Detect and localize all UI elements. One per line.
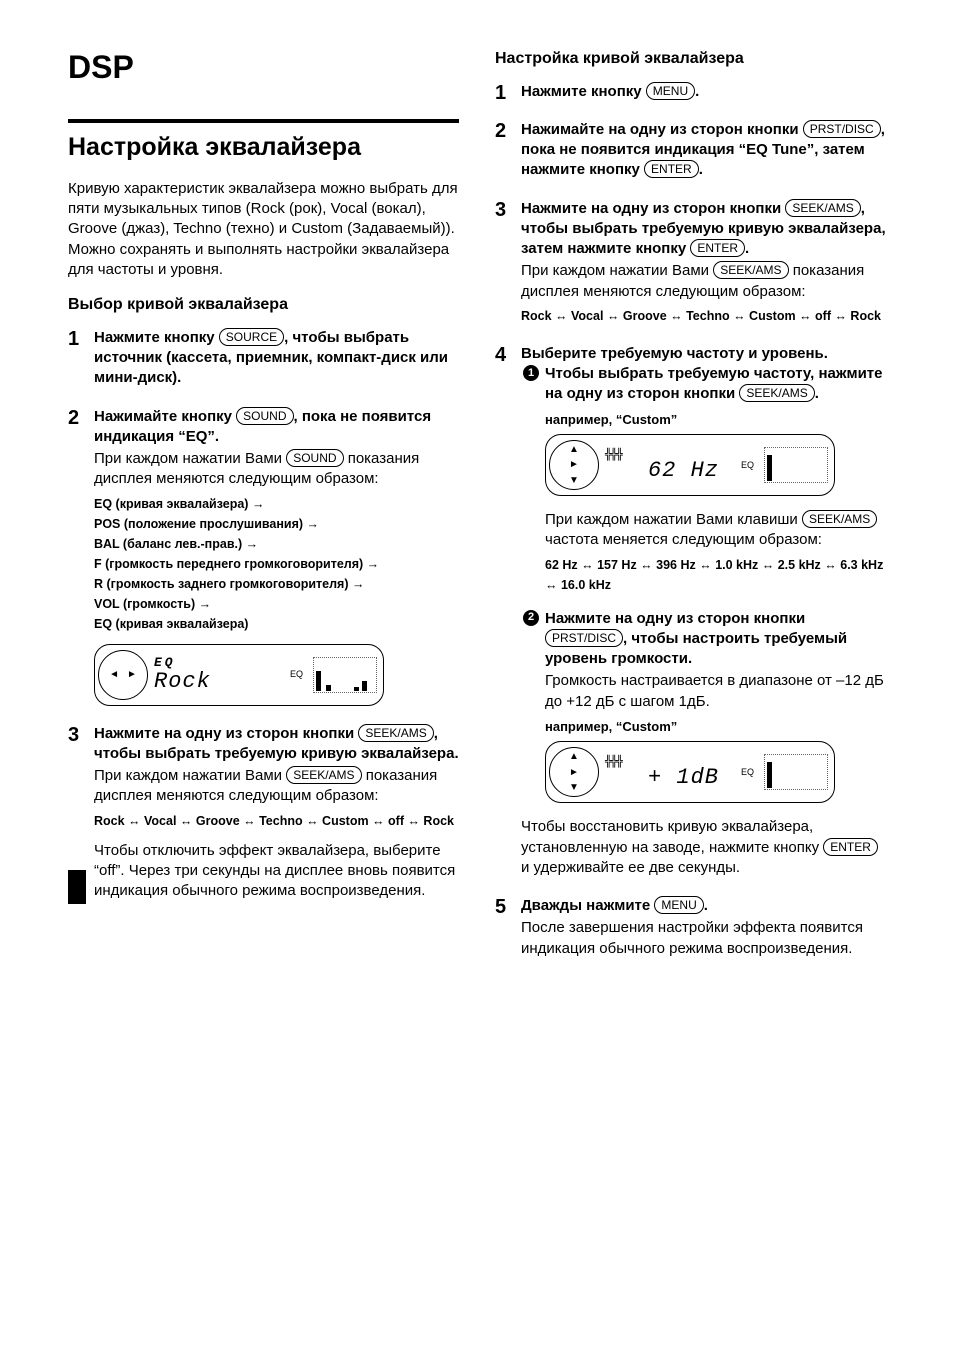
heading-dsp: DSP xyxy=(68,46,459,89)
substep-2: 2 Нажмите на одну из сторон кнопки PRST/… xyxy=(523,609,886,804)
sub2-a: Нажмите на одну из сторон кнопки xyxy=(545,610,805,627)
eq-bars-icon-3 xyxy=(764,754,828,790)
dial-lr-icon: ◄► xyxy=(98,650,148,700)
eq-label-3: EQ xyxy=(741,766,754,778)
rstep-2: Нажимайте на одну из сторон кнопки PRST/… xyxy=(495,120,886,181)
source-button: SOURCE xyxy=(219,328,284,346)
lcd-display-1db: ▲►▼ ╬╬╬ + 1dB EQ xyxy=(545,741,835,803)
seek-ams-button-inline: SEEK/AMS xyxy=(286,766,361,784)
rstep5-body: После завершения настройки эффекта появи… xyxy=(521,918,886,959)
lcd-display-62hz: ▲►▼ ╬╬╬ 62 Hz EQ xyxy=(545,434,835,496)
rstep5-a: Дважды нажмите xyxy=(521,897,654,914)
rstep1-b: . xyxy=(695,83,699,100)
step2-sequence: EQ (кривая эквалайзера) → POS (положение… xyxy=(94,494,459,634)
heading-eq: Настройка эквалайзера xyxy=(68,131,459,165)
rstep-3: Нажмите на одну из сторон кнопки SEEK/AM… xyxy=(495,199,886,326)
rstep4-note-a: Чтобы восстановить кривую эквалайзера, у… xyxy=(521,818,823,855)
dial-ud-icon-2: ▲►▼ xyxy=(549,747,599,797)
eq-label-2: EQ xyxy=(741,459,754,471)
step2-body-a: При каждом нажатии Вами xyxy=(94,450,286,467)
rstep3-c: . xyxy=(745,240,749,257)
step-1: Нажмите кнопку SOURCE, чтобы выбрать ист… xyxy=(68,328,459,389)
prst-disc-button-sub2: PRST/DISC xyxy=(545,629,623,647)
sub1-a: Чтобы выбрать требуемую частоту, нажмите… xyxy=(545,365,883,402)
step-2: Нажимайте кнопку SOUND, пока не появится… xyxy=(68,407,459,706)
prst-disc-button: PRST/DISC xyxy=(803,120,881,138)
step1-text-a: Нажмите кнопку xyxy=(94,329,219,346)
sound-button: SOUND xyxy=(236,407,293,425)
step3-sequence: Rock ↔ Vocal ↔ Groove ↔ Techno ↔ Custom … xyxy=(94,811,459,831)
bullet-2-icon: 2 xyxy=(523,610,539,626)
lcd1-big: Rock xyxy=(154,671,280,693)
rstep5-b: . xyxy=(704,897,708,914)
step3-body-a: При каждом нажатии Вами xyxy=(94,767,286,784)
sub1-body-b: частота меняется следующим образом: xyxy=(545,531,822,548)
rstep4-head: Выберите требуемую частоту и уровень. xyxy=(521,344,886,364)
seek-ams-button-sub1b: SEEK/AMS xyxy=(802,510,877,528)
sub1-body-a: При каждом нажатии Вами клавиши xyxy=(545,511,802,528)
seek-ams-button-r: SEEK/AMS xyxy=(785,199,860,217)
sub2-body: Громкость настраивается в диапазоне от –… xyxy=(545,671,886,712)
sub1-sequence: 62 Hz ↔ 157 Hz ↔ 396 Hz ↔ 1.0 kHz ↔ 2.5 … xyxy=(545,555,886,595)
seek-ams-button: SEEK/AMS xyxy=(358,724,433,742)
sound-button-inline: SOUND xyxy=(286,449,343,467)
rstep3-body-a: При каждом нажатии Вами xyxy=(521,262,713,279)
enter-button: ENTER xyxy=(644,160,699,178)
enter-button-note: ENTER xyxy=(823,838,878,856)
bullet-1-icon: 1 xyxy=(523,365,539,381)
subheading-tune-curve: Настройка кривой эквалайзера xyxy=(495,48,886,70)
caption-custom-1: например, “Custom” xyxy=(545,411,886,429)
lcd3-big: + 1dB xyxy=(605,767,731,789)
rstep1-a: Нажмите кнопку xyxy=(521,83,646,100)
sub1-b: . xyxy=(815,385,819,402)
rstep4-note-b: и удерживайте ее две секунды. xyxy=(521,859,740,876)
lcd2-big: 62 Hz xyxy=(605,460,731,482)
divider xyxy=(68,119,459,123)
rstep2-a: Нажимайте на одну из сторон кнопки xyxy=(521,121,803,138)
rstep3-a: Нажмите на одну из сторон кнопки xyxy=(521,200,785,217)
dial-ud-icon: ▲►▼ xyxy=(549,440,599,490)
rstep-1: Нажмите кнопку MENU. xyxy=(495,82,886,102)
rstep3-sequence: Rock ↔ Vocal ↔ Groove ↔ Techno ↔ Custom … xyxy=(521,306,886,326)
menu-button: MENU xyxy=(646,82,695,100)
step3-text-a: Нажмите на одну из сторон кнопки xyxy=(94,725,358,742)
caption-custom-2: например, “Custom” xyxy=(545,718,886,736)
seek-ams-button-r2: SEEK/AMS xyxy=(713,261,788,279)
rstep2-c: . xyxy=(699,161,703,178)
enter-button-r: ENTER xyxy=(690,239,745,257)
menu-button-2: MENU xyxy=(654,896,703,914)
lcd-display-eq-rock: ◄► EQ Rock EQ xyxy=(94,644,384,706)
substep-1: 1 Чтобы выбрать требуемую частоту, нажми… xyxy=(523,364,886,595)
eq-bars-icon xyxy=(313,657,377,693)
eq-bars-icon-2 xyxy=(764,447,828,483)
step2-text-a: Нажимайте кнопку xyxy=(94,408,236,425)
intro-text: Кривую характеристик эквалайзера можно в… xyxy=(68,179,459,280)
eq-label: EQ xyxy=(290,668,303,680)
seek-ams-button-sub1: SEEK/AMS xyxy=(739,384,814,402)
rstep-4: Выберите требуемую частоту и уровень. 1 … xyxy=(495,344,886,878)
lcd1-top: EQ xyxy=(154,656,280,669)
subheading-select-curve: Выбор кривой эквалайзера xyxy=(68,294,459,316)
step3-note: Чтобы отключить эффект эквалайзера, выбе… xyxy=(94,841,459,902)
step-3: Нажмите на одну из сторон кнопки SEEK/AM… xyxy=(68,724,459,902)
rstep-5: Дважды нажмите MENU. После завершения на… xyxy=(495,896,886,959)
